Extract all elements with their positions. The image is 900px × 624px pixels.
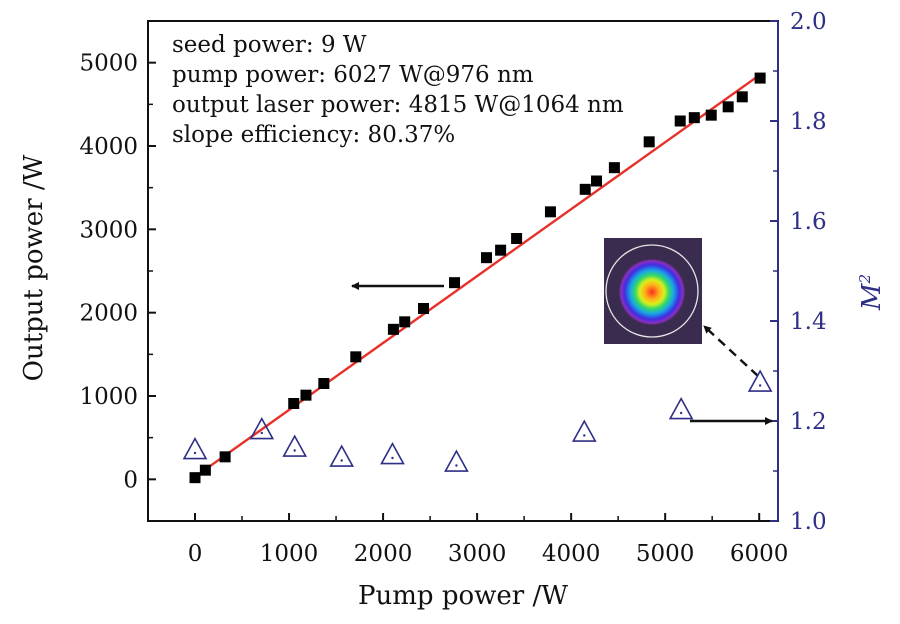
m-squared-point bbox=[282, 434, 308, 457]
output-power-point bbox=[199, 464, 211, 476]
output-power-point bbox=[608, 162, 620, 174]
output-power-point bbox=[544, 206, 556, 218]
output-power-point bbox=[481, 252, 493, 264]
fit-line bbox=[194, 72, 763, 478]
output-power-point bbox=[300, 389, 312, 401]
annotation-seed-power: seed power: 9 W bbox=[172, 32, 367, 58]
fit-line-layer bbox=[194, 72, 763, 478]
y2-tick-label: 1.8 bbox=[790, 109, 827, 135]
m-squared-point bbox=[182, 436, 208, 460]
output-power-point bbox=[350, 351, 362, 363]
y2-axis-ticks: 1.0 1.2 1.4 1.6 1.8 2.0 bbox=[770, 9, 827, 535]
y-axis-title: Output power /W bbox=[19, 154, 49, 381]
output-power-point bbox=[387, 323, 399, 335]
output-power-point bbox=[288, 398, 300, 409]
annotation-slope-efficiency: slope efficiency: 80.37% bbox=[172, 122, 455, 148]
m-squared-point-dot bbox=[340, 459, 343, 462]
output-power-point bbox=[495, 244, 507, 256]
output-power-point bbox=[674, 115, 686, 127]
x-tick-label: 6000 bbox=[730, 541, 789, 567]
m-squared-point bbox=[380, 441, 405, 465]
m-squared-point-dot bbox=[260, 431, 263, 435]
m-squared-series bbox=[182, 369, 773, 472]
m-squared-point-dot bbox=[455, 464, 458, 467]
x-tick-label: 5000 bbox=[636, 541, 695, 567]
y2-tick-label: 1.0 bbox=[790, 509, 827, 535]
m-squared-point bbox=[668, 396, 694, 420]
m-squared-point bbox=[444, 449, 469, 472]
y-tick-label: 1000 bbox=[79, 384, 138, 410]
output-power-point bbox=[511, 233, 523, 244]
annotation-pump-power: pump power: 6027 W@976 nm bbox=[172, 62, 534, 88]
inset-reference-circle bbox=[605, 244, 699, 338]
beam-profile-inset bbox=[604, 238, 702, 344]
output-power-point bbox=[736, 91, 748, 103]
m-squared-point-dot bbox=[391, 456, 394, 460]
output-power-point bbox=[705, 109, 717, 121]
output-power-point bbox=[189, 472, 201, 484]
y-tick-label: 0 bbox=[123, 467, 138, 493]
output-power-point bbox=[449, 277, 461, 289]
m-squared-point-dot bbox=[583, 434, 586, 437]
y2-tick-label: 2.0 bbox=[790, 9, 827, 35]
output-power-point bbox=[688, 112, 700, 124]
y-tick-label: 4000 bbox=[79, 134, 138, 160]
m-squared-point bbox=[747, 369, 773, 392]
y-tick-label: 3000 bbox=[79, 217, 138, 243]
y2-tick-label: 1.6 bbox=[790, 209, 827, 235]
output-power-point bbox=[399, 316, 411, 328]
y2-tick-label: 1.2 bbox=[790, 409, 827, 435]
x-tick-label: 1000 bbox=[260, 541, 319, 567]
annotation-block: seed power: 9 W pump power: 6027 W@976 n… bbox=[172, 32, 624, 148]
output-power-point bbox=[722, 101, 734, 113]
output-power-point bbox=[418, 303, 430, 314]
m-squared-point-dot bbox=[193, 451, 197, 455]
y-tick-label: 5000 bbox=[79, 51, 138, 77]
annotation-output-power: output laser power: 4815 W@1064 nm bbox=[172, 92, 624, 118]
arrow-to-inset bbox=[703, 325, 759, 377]
y2-axis-title: M2 bbox=[856, 274, 887, 311]
y-tick-label: 2000 bbox=[79, 301, 138, 327]
y2-title-main: M bbox=[857, 282, 887, 311]
y2-tick-label: 1.4 bbox=[790, 309, 827, 335]
y-axis-ticks: 0 1000 2000 3000 4000 5000 bbox=[79, 20, 156, 493]
output-power-point bbox=[579, 183, 591, 195]
output-power-series bbox=[189, 72, 766, 484]
x-tick-label: 0 bbox=[188, 541, 203, 567]
x-axis-ticks: 0 1000 2000 3000 4000 5000 6000 bbox=[188, 513, 789, 567]
y2-title-sup: 2 bbox=[856, 274, 874, 285]
output-power-point bbox=[318, 378, 330, 389]
output-power-point bbox=[219, 451, 231, 463]
m-squared-point bbox=[249, 416, 275, 440]
inset-beam-spot bbox=[618, 258, 686, 326]
svg-text:M2: M2 bbox=[856, 274, 887, 311]
x-tick-label: 3000 bbox=[448, 541, 507, 567]
x-tick-label: 2000 bbox=[354, 541, 413, 567]
m-squared-point-dot bbox=[679, 411, 683, 415]
output-power-point bbox=[643, 136, 655, 148]
m-squared-point bbox=[329, 444, 355, 467]
m-squared-point bbox=[571, 419, 597, 442]
x-axis-title: Pump power /W bbox=[358, 581, 568, 611]
output-power-point bbox=[754, 72, 766, 84]
m-squared-point-dot bbox=[293, 449, 296, 452]
m-squared-point-dot bbox=[758, 384, 762, 387]
output-power-point bbox=[591, 175, 603, 187]
x-tick-label: 4000 bbox=[542, 541, 601, 567]
